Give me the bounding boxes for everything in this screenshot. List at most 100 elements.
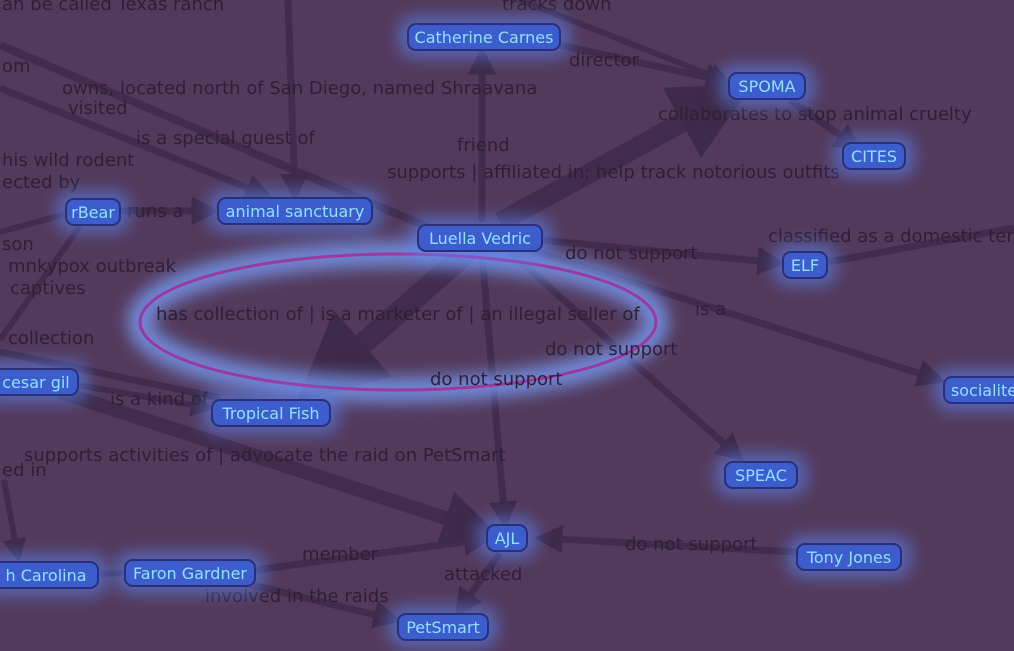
node-tropical[interactable]: Tropical Fish [202, 392, 340, 434]
node-label[interactable]: SPOMA [738, 77, 795, 96]
node-label[interactable]: ELF [791, 256, 819, 275]
edge-label: supports activities of | advocate the ra… [24, 445, 506, 466]
edge-luella-elf[interactable] [539, 236, 786, 275]
node-box[interactable] [0, 368, 79, 396]
node-box[interactable] [217, 197, 373, 225]
edge-cesar-ajl[interactable] [57, 385, 499, 545]
edge-label: classified as a domestic ter [768, 226, 1014, 247]
edge-luella-tropical[interactable] [296, 241, 478, 402]
node-label[interactable]: SPEAC [735, 466, 787, 485]
edge-label: director [569, 50, 639, 71]
edge-catherine-spoma[interactable] [559, 41, 734, 91]
edge-label: owns, located north of San Diego, named … [62, 78, 537, 99]
node-box[interactable] [724, 461, 798, 489]
node-label[interactable]: Catherine Carnes [415, 28, 554, 47]
node-label[interactable]: Luella Vedric [429, 229, 531, 248]
node-elf[interactable]: ELF [773, 244, 837, 286]
node-box[interactable] [796, 543, 902, 571]
edge-top-sanctuary[interactable] [280, 0, 309, 202]
node-label[interactable]: Tony Jones [806, 548, 891, 567]
edge-label: is a special guest of [136, 128, 315, 149]
node-spoma[interactable]: SPOMA [719, 65, 815, 107]
edge-ajl-petsmart[interactable] [454, 550, 503, 617]
edge-cesar-tropical[interactable] [77, 382, 215, 417]
edge-luella-spoma[interactable] [495, 83, 753, 231]
edge-labels-layer: an be called Texas ranch tracks down direc… [2, 0, 1014, 607]
node-box[interactable] [397, 613, 489, 641]
node-luella[interactable]: Luella Vedric [408, 217, 552, 259]
edge-label: do not support [430, 369, 562, 390]
node-label[interactable]: Tropical Fish [221, 404, 319, 423]
edge-label: is a kind of [110, 389, 209, 410]
node-label[interactable]: socialite [951, 381, 1014, 400]
edge-label: his wild rodent [2, 150, 134, 171]
node-box[interactable] [943, 376, 1014, 404]
node-label[interactable]: PetSmart [406, 618, 480, 637]
edge-label: runs a [127, 201, 183, 222]
edge-top-spoma[interactable] [518, 0, 733, 87]
edge-label: visited [68, 98, 128, 119]
node-box[interactable] [486, 524, 528, 552]
edge-label: an be called Texas ranch [2, 0, 224, 15]
edge-label: ed in [2, 460, 47, 481]
edge-label: do not support [625, 534, 757, 555]
edge-label: supports | affiliated in; help track not… [387, 162, 840, 183]
edge-left-carolina[interactable] [1, 479, 27, 563]
node-box[interactable] [211, 399, 331, 427]
node-cites[interactable]: CITES [833, 135, 915, 177]
node-box[interactable] [417, 224, 543, 252]
node-box[interactable] [407, 23, 561, 51]
node-box[interactable] [782, 251, 828, 279]
edge-rbear-left[interactable] [0, 224, 83, 342]
node-label[interactable]: h Carolina [5, 566, 86, 585]
edge-faron-petsmart[interactable] [239, 578, 402, 629]
node-socialite[interactable]: socialite [934, 369, 1014, 411]
edge-label: captives [10, 278, 86, 299]
node-speac[interactable]: SPEAC [715, 454, 807, 496]
node-box[interactable] [0, 561, 99, 589]
node-box[interactable] [728, 72, 806, 100]
selection-highlight [127, 241, 669, 403]
edge-faron-ajl[interactable] [254, 528, 492, 574]
node-label[interactable]: rBear [71, 203, 115, 222]
edge-label: collection [8, 328, 94, 349]
node-tony[interactable]: Tony Jones [787, 536, 911, 578]
node-carolina[interactable]: h Carolina [0, 554, 108, 596]
edges-layer [0, 0, 1014, 629]
node-label[interactable]: cesar gil [2, 373, 70, 392]
node-cesar[interactable]: cesar gil [0, 361, 88, 403]
edge-label: do not support [545, 339, 677, 360]
node-label[interactable]: animal sanctuary [226, 202, 365, 221]
edge-left-rbear[interactable] [0, 211, 67, 235]
node-rbear[interactable]: rBear [56, 191, 130, 233]
edge-label: do not support [565, 243, 697, 264]
node-box[interactable] [124, 559, 256, 587]
edge-label: has collection of | is a marketer of | a… [156, 304, 640, 325]
node-box[interactable] [65, 198, 121, 226]
node-box[interactable] [842, 142, 906, 170]
node-faron[interactable]: Faron Gardner [115, 552, 265, 594]
node-petsmart[interactable]: PetSmart [388, 606, 498, 648]
edge-label: ected by [2, 172, 81, 193]
edge-label: tracks down [502, 0, 611, 15]
node-sanctuary[interactable]: animal sanctuary [208, 190, 382, 232]
edge-elf-right[interactable] [827, 224, 1014, 266]
selection-ring [138, 252, 658, 392]
node-ajl[interactable]: AJL [477, 517, 537, 559]
edge-tony-ajl[interactable] [534, 525, 797, 556]
node-catherine[interactable]: Catherine Carnes [398, 16, 570, 58]
node-label[interactable]: CITES [851, 147, 897, 166]
edge-left-collection[interactable] [0, 348, 221, 402]
edge-label: collaborates to stop animal cruelty [658, 104, 972, 125]
edge-label: member [302, 544, 379, 565]
edge-label: friend [457, 135, 510, 156]
nodes-layer: Catherine Carnes SPOMA CITES rBear animal sa… [0, 16, 1014, 648]
edge-label: son [2, 234, 34, 255]
node-label[interactable]: Faron Gardner [133, 564, 247, 583]
edge-label: attacked [444, 564, 522, 585]
node-label[interactable]: AJL [495, 529, 520, 548]
edge-label: om [2, 56, 31, 77]
edge-label: is a [695, 299, 726, 320]
edge-left-sanctuary[interactable] [0, 84, 274, 201]
